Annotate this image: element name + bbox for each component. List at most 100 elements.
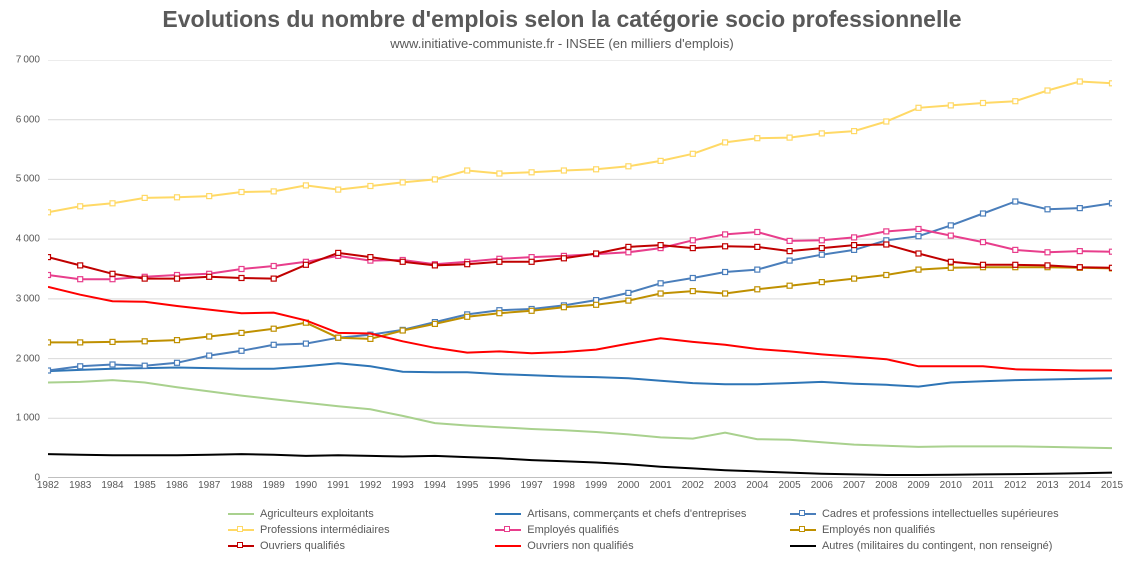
y-tick-label: 4 000 [16,234,40,245]
marker [78,263,83,268]
x-tick-label: 2009 [907,480,929,491]
marker [142,195,147,200]
marker [852,129,857,134]
marker [1013,99,1018,104]
marker [368,336,373,341]
marker [400,180,405,185]
marker [336,335,341,340]
marker [852,235,857,240]
marker [48,368,51,373]
legend-item-agriculteurs: Agriculteurs exploitants [228,508,465,520]
x-tick-label: 2010 [940,480,962,491]
marker [884,242,889,247]
series-prof_inter [48,82,1112,213]
marker [916,227,921,232]
legend-label: Ouvriers qualifiés [260,540,345,552]
x-tick-label: 1987 [198,480,220,491]
x-tick-label: 1984 [101,480,123,491]
legend-swatch [790,541,816,551]
legend-swatch [790,509,816,519]
legend-swatch [228,509,254,519]
legend-swatch [228,525,254,535]
x-tick-label: 1990 [295,480,317,491]
marker [1110,249,1113,254]
x-tick-label: 1999 [585,480,607,491]
marker [465,168,470,173]
marker [271,342,276,347]
marker [658,281,663,286]
marker [723,244,728,249]
legend-label: Cadres et professions intellectuelles su… [822,508,1059,520]
marker [303,262,308,267]
marker [787,249,792,254]
marker [432,321,437,326]
marker [142,276,147,281]
x-tick-label: 1988 [230,480,252,491]
marker [690,246,695,251]
x-tick-label: 1997 [521,480,543,491]
marker [303,341,308,346]
marker [336,250,341,255]
x-tick-label: 1985 [134,480,156,491]
marker [755,230,760,235]
legend-row: Ouvriers qualifiés Ouvriers non qualifiés… [48,540,1112,552]
marker [1045,263,1050,268]
legend-item-artisans: Artisans, commerçants et chefs d'entrepr… [495,508,760,520]
x-tick-label: 2005 [778,480,800,491]
marker [239,348,244,353]
legend-item-autres: Autres (militaires du contingent, non re… [790,540,1082,552]
marker [336,187,341,192]
marker [175,338,180,343]
x-tick-label: 2012 [1004,480,1026,491]
marker [271,189,276,194]
marker [981,262,986,267]
marker [819,280,824,285]
x-tick-label: 2002 [682,480,704,491]
x-tick-label: 1998 [553,480,575,491]
marker [819,252,824,257]
x-tick-label: 2001 [649,480,671,491]
marker [175,360,180,365]
legend-swatch [495,525,521,535]
marker [239,330,244,335]
marker [110,277,115,282]
marker [368,255,373,260]
x-tick-label: 2004 [746,480,768,491]
marker [1013,247,1018,252]
marker [110,271,115,276]
marker [626,290,631,295]
marker [981,240,986,245]
marker [239,267,244,272]
marker [400,328,405,333]
marker [690,276,695,281]
marker [658,243,663,248]
y-tick-label: 2 000 [16,353,40,364]
legend-item-emp_qual: Employés qualifiés [495,524,760,536]
x-tick-label: 2014 [1069,480,1091,491]
x-tick-label: 1996 [488,480,510,491]
legend-swatch [495,541,521,551]
marker [400,259,405,264]
legend: Agriculteurs exploitants Artisans, commer… [48,508,1112,556]
marker [368,184,373,189]
marker [48,255,51,260]
marker [948,259,953,264]
marker [207,194,212,199]
marker [1077,206,1082,211]
y-tick-label: 3 000 [16,293,40,304]
legend-row: Agriculteurs exploitants Artisans, commer… [48,508,1112,520]
legend-item-prof_inter: Professions intermédiaires [228,524,465,536]
marker [948,233,953,238]
chart-container: Evolutions du nombre d'emplois selon la … [0,0,1124,564]
y-tick-label: 5 000 [16,174,40,185]
legend-label: Ouvriers non qualifiés [527,540,633,552]
x-tick-label: 1989 [263,480,285,491]
marker [916,234,921,239]
x-tick-label: 1995 [456,480,478,491]
legend-label: Employés non qualifiés [822,524,935,536]
marker [755,136,760,141]
marker [690,289,695,294]
marker [755,267,760,272]
y-tick-label: 7 000 [16,55,40,66]
marker [852,276,857,281]
